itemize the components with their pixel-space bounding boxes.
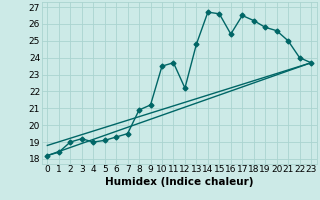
X-axis label: Humidex (Indice chaleur): Humidex (Indice chaleur) [105,177,253,187]
